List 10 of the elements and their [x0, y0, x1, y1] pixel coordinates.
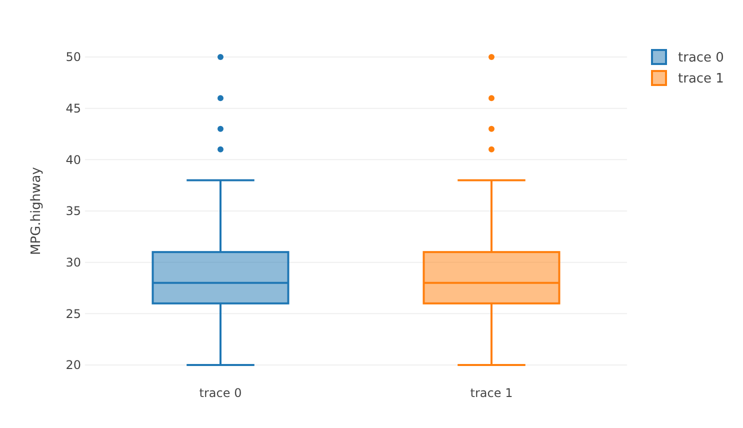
y-tick-label: 45: [66, 102, 81, 116]
y-tick-label: 50: [66, 50, 81, 64]
legend-label: trace 1: [678, 72, 724, 87]
y-tick-label: 20: [66, 358, 81, 372]
legend-label: trace 0: [678, 50, 724, 66]
y-tick-label: 40: [66, 152, 81, 167]
y-axis-title: MPG.highway: [29, 166, 44, 255]
y-tick-label: 30: [66, 256, 81, 270]
y-tick-label: 25: [66, 306, 81, 321]
y-tick-label: 35: [66, 204, 81, 218]
